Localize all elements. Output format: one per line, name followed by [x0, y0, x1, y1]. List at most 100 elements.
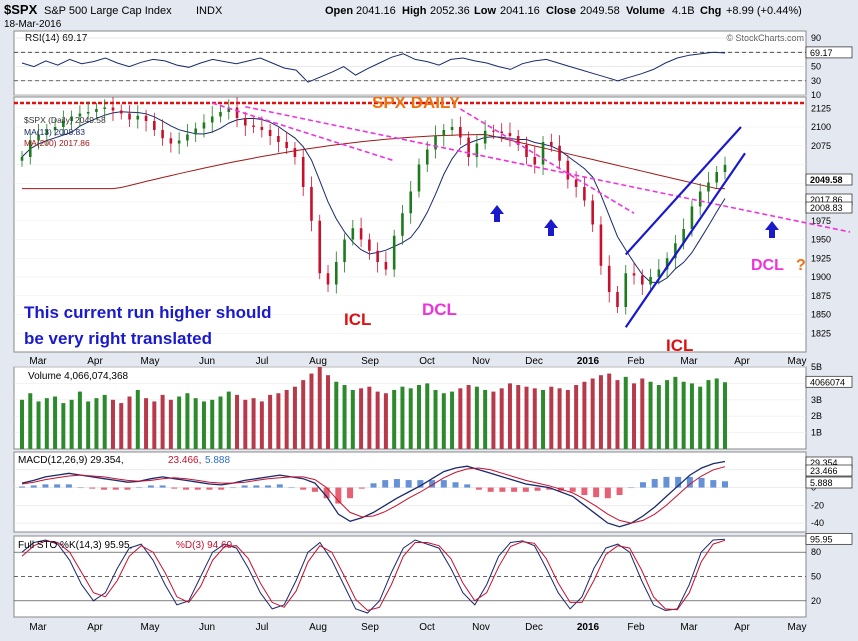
macd-histogram-bar — [604, 487, 611, 499]
volume-bar — [408, 388, 413, 449]
month-label: Mar — [29, 622, 47, 633]
candle-body — [583, 187, 586, 201]
volume-panel: 5B 3B 2B 1B 4066074 Volume 4,066,074,368 — [13, 362, 853, 450]
volume-bar — [491, 391, 496, 449]
rsi-tick-label: 50 — [811, 62, 821, 72]
volume-bar — [590, 378, 595, 449]
candle-body — [591, 200, 594, 225]
volume-bar — [450, 391, 455, 449]
volume-bar — [268, 394, 273, 449]
volume-bar — [20, 399, 24, 449]
sto-last-label: 95.95 — [810, 534, 833, 544]
macd-histogram-bar — [112, 487, 119, 490]
macd-last-label: 29.354 — [810, 458, 838, 468]
macd-histogram-bar — [511, 487, 518, 492]
volume-bar — [565, 389, 570, 449]
candle-body — [227, 107, 231, 112]
macd-histogram-bar — [382, 480, 389, 488]
dcl-label-2: DCL — [751, 257, 784, 274]
candle-body — [384, 262, 388, 270]
macd-histogram-bar — [417, 480, 424, 488]
macd-histogram-bar — [651, 479, 658, 488]
candle-body — [392, 235, 396, 270]
volume-bar — [44, 398, 49, 449]
volume-bar — [557, 388, 562, 449]
icl-label-1: ICL — [344, 310, 371, 329]
candle-body — [210, 116, 214, 123]
candle-body — [62, 121, 65, 127]
month-label: Nov — [472, 356, 490, 367]
candle-body — [632, 273, 636, 276]
volume-tick-label: 2B — [811, 411, 822, 421]
volume-bar — [466, 385, 471, 449]
candle-body — [20, 157, 24, 161]
candle-body — [508, 133, 512, 136]
month-axis-bottom: Mar Apr May Jun Jul Aug Sep Oct Nov Dec 2016 Feb Mar… — [29, 622, 806, 633]
volume-bar — [259, 401, 264, 449]
macd-histogram-bar — [522, 487, 529, 492]
macd-histogram-bar — [440, 480, 447, 488]
macd-histogram-bar — [124, 487, 131, 490]
channel-lower — [624, 152, 746, 328]
exchange: INDX — [196, 5, 223, 17]
macd-histogram-bar — [710, 480, 717, 488]
month-label: 2016 — [577, 356, 600, 367]
macd-histogram-bar — [171, 487, 178, 489]
price-tick-label: 2125 — [811, 103, 831, 113]
candle-body — [566, 160, 570, 180]
candle-body — [607, 265, 611, 292]
candle-body — [103, 107, 107, 109]
month-label: Jul — [256, 622, 269, 633]
volume-bar — [499, 388, 504, 449]
low-value: 2041.16 — [500, 5, 540, 17]
candle-body — [70, 116, 73, 121]
volume-bar — [516, 385, 521, 449]
sto-tick-label: 50 — [811, 572, 821, 582]
volume-bar — [392, 389, 397, 449]
macd-histogram-bar — [393, 479, 400, 488]
volume-bar — [524, 386, 529, 449]
candle-body — [417, 164, 421, 192]
macd-hist-legend: 5.888 — [205, 455, 230, 466]
macd-histogram-bar — [265, 485, 272, 488]
volume-bar — [201, 401, 206, 449]
macd-histogram-bar — [464, 484, 471, 488]
macd-histogram-bar — [546, 487, 553, 490]
candle-body — [599, 224, 603, 266]
candle-body — [53, 127, 57, 130]
volume-bar — [292, 386, 297, 449]
sto-panel: 80 50 20 95.95 Full STO %K(14,3) 95.95, %D(… — [13, 532, 853, 618]
candle-body — [715, 172, 719, 183]
month-axis-top: Mar Apr May Jun Jul Aug Sep Oct Nov Dec 2016 Feb Mar… — [29, 356, 806, 367]
macd-histogram-bar — [698, 477, 705, 488]
price-last-label: 2049.58 — [810, 175, 843, 185]
month-label: Mar — [680, 622, 698, 633]
macd-histogram-bar — [300, 487, 307, 490]
candle-body — [649, 277, 652, 285]
rsi-tick-label: 10 — [811, 90, 821, 100]
volume-bar — [86, 401, 91, 449]
candle-body — [161, 130, 164, 139]
price-last-box — [805, 173, 853, 186]
channel-upper — [624, 126, 742, 256]
volume-value: 4.1B — [672, 5, 695, 17]
macd-histogram-bar — [569, 487, 576, 492]
macd-histogram-bar — [616, 487, 623, 496]
candle-body — [310, 187, 313, 221]
candle-body — [459, 127, 462, 138]
candle-body — [550, 142, 553, 146]
month-label: Apr — [87, 356, 103, 367]
macd-histogram-bar — [30, 485, 37, 488]
volume-bar — [425, 383, 430, 449]
volume-tick-label: 5B — [811, 362, 822, 372]
volume-legend: Volume 4,066,074,368 — [28, 371, 129, 382]
volume-bar — [284, 389, 289, 449]
candle-body — [111, 107, 115, 111]
symbol: $SPX — [4, 2, 38, 17]
macd-histogram-bar — [229, 487, 236, 489]
volume-last-label: 4066074 — [810, 377, 845, 387]
volume-bar — [483, 389, 488, 449]
candle-body — [169, 138, 173, 144]
macd-histogram-bar — [675, 476, 682, 488]
macd-histogram-bar — [311, 487, 318, 492]
